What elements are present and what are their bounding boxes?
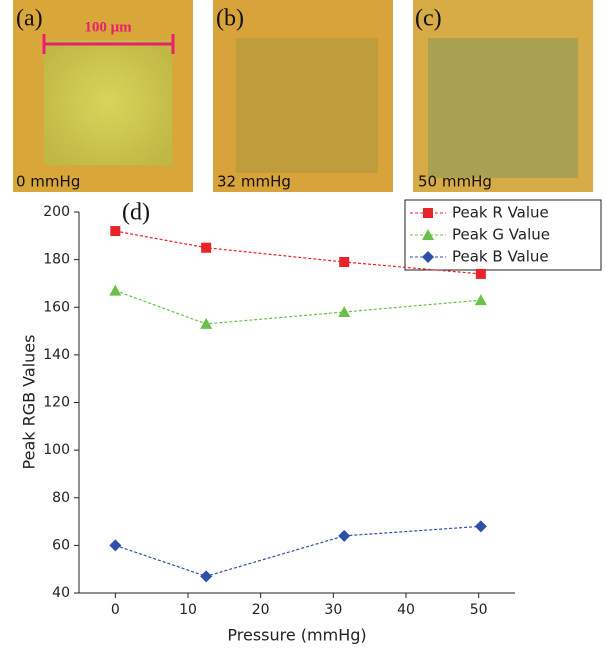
panel-a: 100 μm (a) 0 mmHg xyxy=(13,0,193,192)
series-line xyxy=(115,525,481,577)
y-tick-label: 200 xyxy=(43,204,70,220)
legend-label: Peak R Value xyxy=(452,204,549,222)
marker xyxy=(475,268,486,279)
x-tick-label: 40 xyxy=(397,602,415,618)
scale-label: 100 μm xyxy=(84,19,132,35)
sample-square xyxy=(236,38,378,173)
marker xyxy=(110,226,121,237)
y-tick-label: 40 xyxy=(52,585,70,601)
legend-marker xyxy=(423,208,433,218)
x-axis-label: Pressure (mmHg) xyxy=(227,626,366,645)
x-tick-label: 50 xyxy=(470,602,488,618)
panel-label: (b) xyxy=(216,6,244,32)
marker xyxy=(338,529,351,542)
marker xyxy=(339,257,350,268)
legend-label: Peak B Value xyxy=(452,248,549,266)
y-tick-label: 160 xyxy=(43,299,70,315)
sample-square xyxy=(428,38,578,178)
panel-label: (c) xyxy=(415,6,442,32)
panel-caption: 32 mmHg xyxy=(217,173,291,191)
legend-marker xyxy=(422,251,434,263)
marker xyxy=(200,317,213,329)
series-line xyxy=(115,230,481,275)
marker xyxy=(474,520,487,533)
marker xyxy=(109,539,122,552)
y-tick-label: 100 xyxy=(43,442,70,458)
marker xyxy=(109,284,122,296)
panel-c: (c) 50 mmHg xyxy=(413,0,593,192)
panel-b: (b) 32 mmHg xyxy=(213,0,393,192)
chart-title: (d) xyxy=(122,200,150,226)
y-tick-label: 180 xyxy=(43,252,70,268)
x-tick-label: 0 xyxy=(111,602,120,618)
x-tick-label: 20 xyxy=(252,602,270,618)
marker xyxy=(338,306,351,318)
panel-caption: 0 mmHg xyxy=(16,173,80,191)
marker xyxy=(474,294,487,306)
series-line xyxy=(115,290,481,325)
y-tick-label: 60 xyxy=(52,537,70,553)
marker xyxy=(201,242,212,253)
y-tick-label: 120 xyxy=(43,395,70,411)
x-tick-label: 10 xyxy=(179,602,197,618)
panel-label: (a) xyxy=(16,6,43,32)
marker xyxy=(200,570,213,583)
y-tick-label: 80 xyxy=(52,490,70,506)
x-tick-label: 30 xyxy=(324,602,342,618)
y-tick-label: 140 xyxy=(43,347,70,363)
y-axis-label: Peak RGB Values xyxy=(20,335,39,470)
sample-square xyxy=(44,40,172,165)
legend-marker xyxy=(422,229,434,240)
panel-caption: 50 mmHg xyxy=(418,173,492,191)
legend-label: Peak G Value xyxy=(452,226,550,244)
